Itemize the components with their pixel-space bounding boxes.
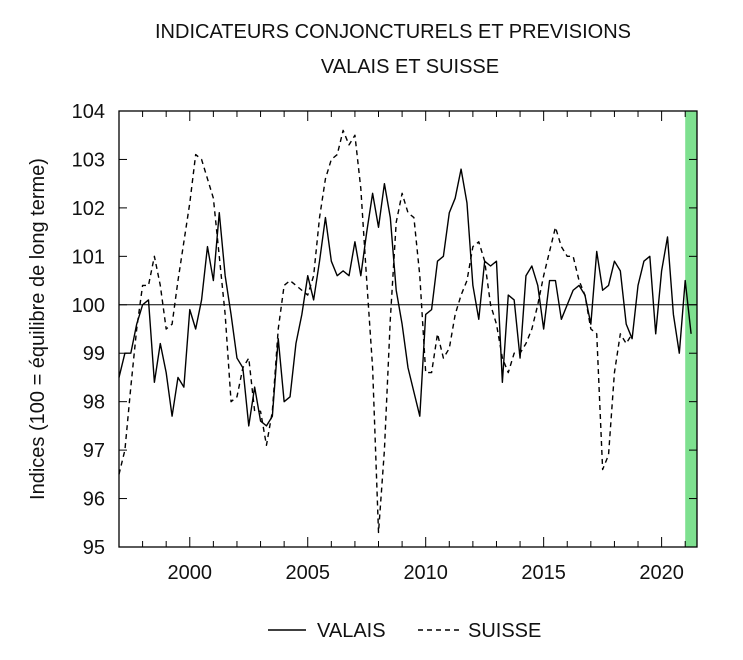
- y-tick-label: 104: [72, 101, 105, 123]
- y-tick-label: 98: [83, 392, 105, 414]
- chart-title: INDICATEURS CONJONCTURELS ET PREVISIONS: [155, 21, 631, 43]
- x-tick-label: 2005: [285, 562, 330, 584]
- y-tick-label: 103: [72, 149, 105, 171]
- series-line-valais: [118, 168, 692, 427]
- chart-subtitle: VALAIS ET SUISSE: [321, 56, 499, 78]
- legend: VALAIS SUISSE: [268, 620, 541, 642]
- x-tick-label: 2000: [168, 562, 213, 584]
- y-tick-label: 99: [83, 343, 105, 365]
- plot-frame: [118, 110, 698, 548]
- y-tick-label: 95: [83, 537, 105, 559]
- legend-label-suisse: SUISSE: [468, 620, 541, 642]
- y-tick-label: 100: [72, 295, 105, 317]
- series-line-suisse: [118, 129, 633, 534]
- x-tick-label: 2015: [521, 562, 566, 584]
- legend-label-valais: VALAIS: [317, 620, 386, 642]
- y-tick-label: 97: [83, 440, 105, 462]
- x-tick-label: 2010: [403, 562, 448, 584]
- y-tick-label: 102: [72, 198, 105, 220]
- y-tick-label: 101: [72, 246, 105, 268]
- y-axis-label: Indices (100 = équilibre de long terme): [27, 158, 49, 500]
- y-tick-label: 96: [83, 489, 105, 511]
- x-tick-label: 2020: [639, 562, 684, 584]
